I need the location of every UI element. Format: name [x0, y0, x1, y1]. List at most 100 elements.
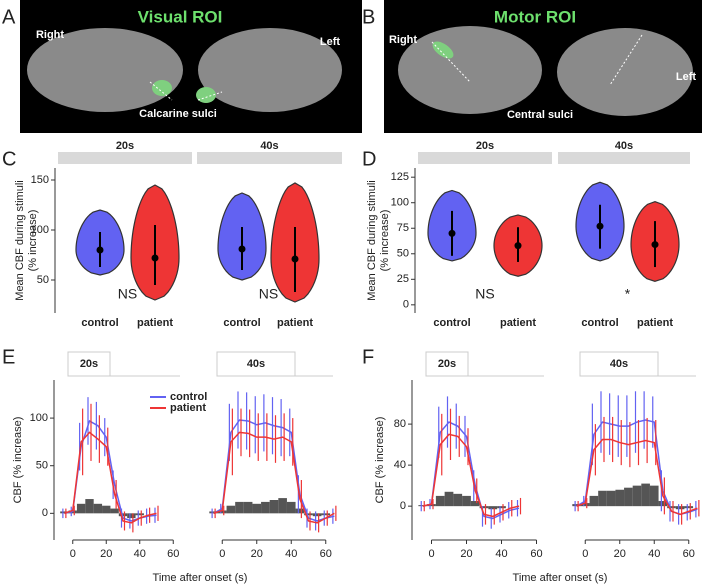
roi-highlight — [196, 87, 216, 103]
difference-bar — [85, 499, 94, 514]
facet-strip — [558, 152, 690, 164]
y-axis-label: CBF (% increase) — [374, 417, 386, 504]
series-line — [422, 433, 520, 518]
facet-box — [67, 351, 111, 377]
facet-title: 40s — [260, 140, 278, 152]
panel-label: A — [2, 6, 16, 28]
side-label: Left — [676, 71, 697, 83]
facet-title: 40s — [610, 358, 628, 370]
difference-bar — [624, 487, 633, 507]
facet-strip — [418, 152, 552, 164]
panel-label: C — [2, 148, 16, 170]
difference-bar — [470, 501, 480, 507]
y-tick-label: 0 — [403, 299, 409, 311]
x-tick-label: patient — [637, 317, 673, 329]
brain — [27, 28, 183, 112]
difference-bar — [118, 513, 128, 517]
facet-title: 40s — [247, 358, 265, 370]
panel-label: B — [362, 6, 375, 28]
mean-dot — [238, 245, 246, 253]
image-caption: Central sulci — [507, 109, 573, 121]
legend-label: control — [170, 391, 207, 403]
difference-bar — [658, 501, 668, 507]
y-axis-label: (% increase) — [379, 210, 391, 272]
side-label: Left — [320, 36, 341, 48]
difference-bar — [462, 495, 471, 507]
mean-dot — [596, 222, 604, 230]
panel-label: F — [362, 346, 374, 368]
annotation: * — [625, 286, 631, 302]
roi-highlight — [432, 41, 454, 59]
difference-bar — [209, 511, 218, 514]
brain — [198, 28, 342, 112]
y-axis-label: (% increase) — [27, 210, 39, 272]
difference-bar — [127, 513, 136, 519]
image-title: Motor ROI — [494, 7, 576, 26]
difference-bar — [589, 495, 599, 507]
difference-bar — [226, 505, 236, 514]
x-tick-label: 60 — [530, 548, 542, 560]
x-tick-label: 20 — [100, 548, 112, 560]
sulcus-line — [149, 81, 173, 101]
difference-bar — [632, 485, 642, 507]
difference-bar — [606, 490, 616, 507]
difference-bar — [261, 501, 270, 514]
facet-title: 20s — [80, 358, 98, 370]
mean-dot — [151, 254, 159, 262]
panel-label: E — [2, 346, 15, 368]
image-title: Visual ROI — [138, 7, 223, 26]
x-tick-label: control — [81, 317, 118, 329]
difference-bar — [649, 485, 659, 507]
difference-bar — [76, 503, 86, 514]
y-tick-label: 100 — [391, 197, 409, 209]
y-tick-label: 150 — [31, 174, 49, 186]
y-tick-label: 50 — [37, 274, 49, 286]
x-tick-label: control — [581, 317, 618, 329]
y-tick-label: 100 — [30, 412, 48, 424]
difference-bar — [641, 483, 650, 507]
facet-title: 20s — [476, 140, 494, 152]
x-tick-label: 60 — [320, 548, 332, 560]
difference-bar — [321, 513, 331, 516]
difference-bar — [615, 489, 625, 507]
difference-bar — [243, 501, 253, 514]
series-line — [64, 431, 157, 524]
brain — [557, 28, 693, 116]
difference-bar — [110, 508, 119, 514]
series-line — [576, 438, 698, 516]
y-tick-label: 125 — [391, 171, 409, 183]
difference-bar — [453, 493, 463, 507]
difference-bar — [304, 513, 313, 516]
mean-dot — [448, 229, 456, 237]
difference-bar — [497, 506, 506, 509]
sulcus-line — [609, 34, 643, 86]
difference-bar — [580, 503, 590, 507]
facet-title: 20s — [438, 358, 456, 370]
y-tick-label: 80 — [394, 418, 406, 430]
difference-bar — [135, 513, 144, 516]
annotation: NS — [259, 286, 278, 302]
x-tick-label: 60 — [683, 548, 695, 560]
legend-label: patient — [170, 402, 206, 414]
facet-box — [425, 351, 469, 377]
x-tick-label: 20 — [251, 548, 263, 560]
y-tick-label: 50 — [397, 248, 409, 260]
y-tick-label: 50 — [36, 460, 48, 472]
image-caption: Calcarine sulci — [139, 108, 217, 120]
difference-bar — [295, 508, 305, 514]
difference-bar — [102, 505, 111, 514]
x-axis-label: Time after onset (s) — [513, 572, 608, 584]
side-label: Right — [389, 34, 417, 46]
x-tick-label: 0 — [219, 548, 225, 560]
facet-title: 20s — [116, 140, 134, 152]
panel-label: D — [362, 148, 376, 170]
difference-bar — [675, 506, 685, 510]
difference-bar — [235, 501, 244, 514]
y-tick-label: 0 — [42, 507, 48, 519]
x-tick-label: 60 — [167, 548, 179, 560]
difference-bar — [667, 506, 676, 509]
difference-bar — [488, 506, 498, 510]
y-axis-label: Mean CBF during stimuli — [14, 180, 26, 300]
difference-bar — [598, 490, 607, 507]
